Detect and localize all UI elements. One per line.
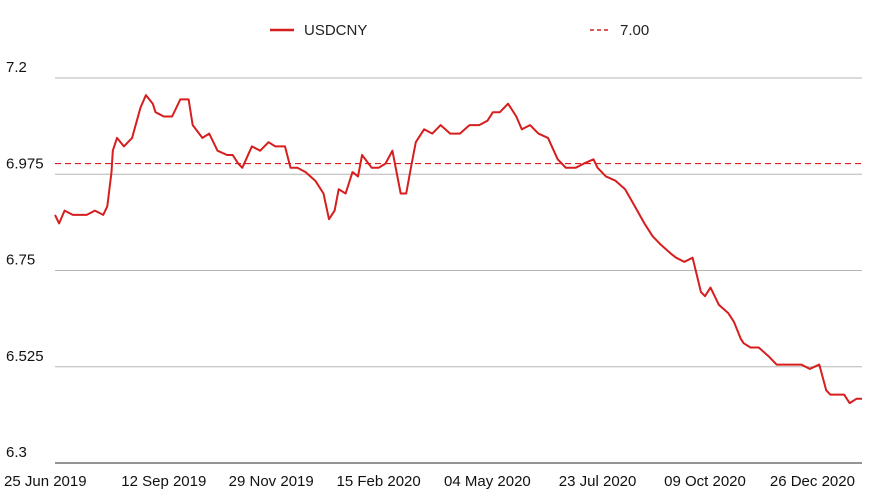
x-tick-label: 26 Dec 2020: [770, 473, 855, 490]
legend-reference-label: 7.00: [620, 22, 649, 39]
y-tick-label: 6.3: [6, 444, 27, 461]
series-line-usdcny: [54, 94, 862, 405]
y-tick-label: 6.975: [6, 155, 44, 172]
y-tick-label: 7.2: [6, 59, 27, 76]
x-tick-label: 12 Sep 2019: [121, 473, 206, 490]
x-tick-label: 23 Jul 2020: [559, 473, 637, 490]
x-axis-ticks: 25 Jun 2019 12 Sep 2019 29 Nov 2019 15 Feb …: [4, 473, 855, 490]
y-tick-label: 6.75: [6, 252, 35, 269]
x-tick-label: 29 Nov 2019: [229, 473, 314, 490]
series-group: [54, 94, 862, 405]
x-tick-label: 09 Oct 2020: [664, 473, 746, 490]
x-tick-label: 04 May 2020: [444, 473, 531, 490]
legend-usdcny-label: USDCNY: [304, 22, 367, 39]
legend: USDCNY 7.00: [270, 22, 649, 39]
x-tick-label: 25 Jun 2019: [4, 473, 87, 490]
y-tick-label: 6.525: [6, 348, 44, 365]
x-tick-label: 15 Feb 2020: [337, 473, 421, 490]
grid-lines: [55, 77, 862, 464]
y-axis-ticks: 6.3 6.525 6.75 6.975 7.2: [6, 59, 44, 461]
